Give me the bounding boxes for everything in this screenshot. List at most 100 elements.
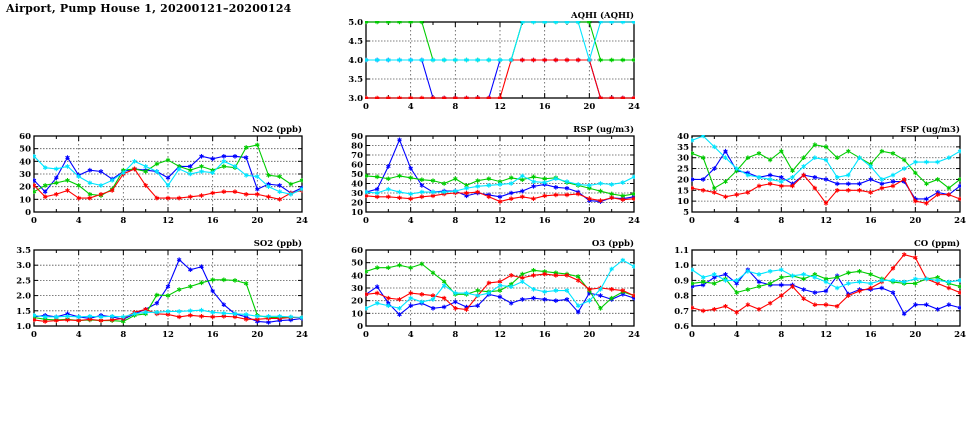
series-marker-fsp-day1	[857, 181, 862, 187]
series-marker-aqhi-day3	[553, 57, 559, 63]
series-marker-fsp-day2	[834, 155, 840, 161]
xtick-no2-1: 4	[76, 216, 82, 226]
series-marker-no2-day3	[199, 193, 204, 198]
series-marker-o3-day3	[542, 271, 547, 277]
series-marker-fsp-day3	[823, 201, 829, 206]
series-marker-so2-day4	[132, 311, 137, 317]
xtick-rsp-0: 0	[363, 216, 369, 226]
series-marker-o3-day4	[508, 284, 514, 290]
ytick-co-3: 0.9	[674, 276, 689, 286]
series-marker-o3-day4	[386, 303, 391, 309]
series-marker-fsp-day3	[745, 190, 751, 195]
xtick-aqhi-1: 4	[408, 102, 414, 112]
series-marker-no2-day4	[87, 180, 93, 186]
xtick-so2-1: 4	[76, 330, 82, 340]
series-marker-fsp-day1	[700, 177, 706, 182]
series-marker-no2-day3	[42, 194, 48, 200]
series-marker-fsp-day4	[823, 157, 829, 163]
chart-title-no2: NO2 (ppb)	[252, 124, 302, 135]
xtick-aqhi-4: 16	[539, 102, 551, 112]
series-marker-o3-day3	[587, 286, 592, 292]
series-marker-co-day3	[734, 310, 739, 315]
series-marker-so2-day4	[109, 313, 115, 319]
series-marker-o3-day4	[553, 288, 559, 293]
series-marker-no2-day4	[65, 164, 70, 169]
series-marker-fsp-day3	[857, 187, 862, 193]
series-marker-rsp-day3	[408, 196, 413, 201]
series-marker-no2-day1	[65, 155, 70, 160]
ytick-no2-1: 10	[19, 195, 31, 205]
series-marker-o3-day4	[365, 305, 369, 311]
series-marker-no2-day3	[54, 191, 59, 197]
series-marker-aqhi-day3	[408, 95, 413, 99]
series-marker-o3-day4	[374, 300, 380, 306]
chart-title-co: CO (ppm)	[914, 238, 960, 249]
series-marker-o3-day2	[531, 267, 536, 273]
series-marker-no2-day4	[188, 171, 193, 177]
series-marker-co-day3	[846, 293, 851, 298]
chart-title-rsp: RSP (ug/m3)	[573, 124, 634, 135]
series-marker-co-day3	[946, 285, 952, 291]
series-marker-rsp-day4	[497, 182, 503, 187]
series-marker-no2-day3	[65, 188, 70, 193]
xtick-so2-5: 20	[251, 330, 263, 340]
series-marker-fsp-day1	[723, 148, 728, 154]
series-marker-aqhi-day4	[508, 57, 514, 63]
series-marker-rsp-day3	[531, 196, 536, 201]
series-marker-fsp-day4	[767, 177, 773, 182]
series-marker-rsp-day4	[486, 183, 492, 188]
series-marker-co-day3	[812, 302, 818, 308]
ytick-fsp-7: 40	[677, 132, 689, 142]
series-marker-so2-day4	[255, 313, 260, 319]
series-marker-o3-day2	[397, 262, 402, 268]
series-marker-fsp-day3	[913, 198, 918, 204]
series-marker-o3-day1	[508, 300, 514, 306]
ytick-rsp-6: 70	[351, 151, 363, 161]
series-marker-co-day1	[879, 285, 885, 291]
chart-panel-so2: SO2 (ppb) 1.0 1.5 2.0 2.5 3.0 3.5 0 4 8 12 16 20 24	[8, 236, 308, 346]
series-marker-so2-day4	[121, 314, 126, 320]
xtick-so2-3: 12	[162, 330, 174, 340]
chart-svg-co: CO (ppm) 0.6 0.7 0.8 0.9 1.0 1.1 0 4 8 12 16 20 24	[674, 238, 966, 340]
series-marker-aqhi-day4	[497, 57, 503, 63]
xtick-so2-4: 16	[207, 330, 219, 340]
series-marker-fsp-day3	[946, 192, 952, 197]
series-marker-o3-day1	[564, 297, 570, 302]
xtick-aqhi-3: 12	[494, 102, 506, 112]
xtick-o3-5: 20	[583, 330, 595, 340]
series-marker-so2-day2	[176, 287, 182, 292]
series-marker-so2-day3	[243, 317, 249, 322]
series-marker-aqhi-day3	[464, 95, 469, 99]
series-marker-co-day3	[801, 296, 806, 301]
series-marker-fsp-day4	[812, 155, 818, 161]
series-marker-aqhi-day3	[564, 57, 570, 63]
series-marker-aqhi-day3	[609, 95, 614, 99]
series-marker-co-day4	[767, 268, 773, 274]
series-marker-co-day1	[901, 311, 907, 317]
ytick-rsp-8: 90	[351, 132, 363, 142]
series-marker-aqhi-day3	[430, 95, 436, 99]
xtick-no2-3: 12	[162, 216, 174, 226]
series-marker-o3-day4	[520, 279, 525, 284]
series-marker-fsp-day3	[846, 187, 851, 193]
series-marker-so2-day4	[232, 311, 238, 317]
ytick-aqhi-3: 4.5	[348, 37, 363, 47]
series-marker-co-day4	[756, 272, 762, 277]
xtick-so2-2: 8	[120, 330, 126, 340]
series-marker-no2-day4	[243, 172, 249, 178]
series-marker-aqhi-day2	[408, 21, 413, 25]
xtick-rsp-3: 12	[494, 216, 506, 226]
ytick-rsp-3: 40	[351, 180, 363, 190]
series-marker-o3-day4	[475, 293, 480, 298]
xtick-fsp-0: 0	[689, 216, 695, 226]
ytick-aqhi-2: 4.0	[348, 56, 363, 66]
series-marker-so2-day4	[199, 307, 204, 313]
xtick-aqhi-6: 24	[628, 102, 640, 112]
series-marker-co-day2	[700, 279, 706, 285]
series-marker-o3-day2	[365, 269, 369, 274]
xtick-o3-2: 8	[452, 330, 458, 340]
series-marker-no2-day4	[199, 169, 204, 174]
series-marker-no2-day1	[42, 189, 48, 195]
series-marker-rsp-day3	[508, 196, 514, 201]
series-marker-aqhi-day4	[631, 21, 635, 25]
